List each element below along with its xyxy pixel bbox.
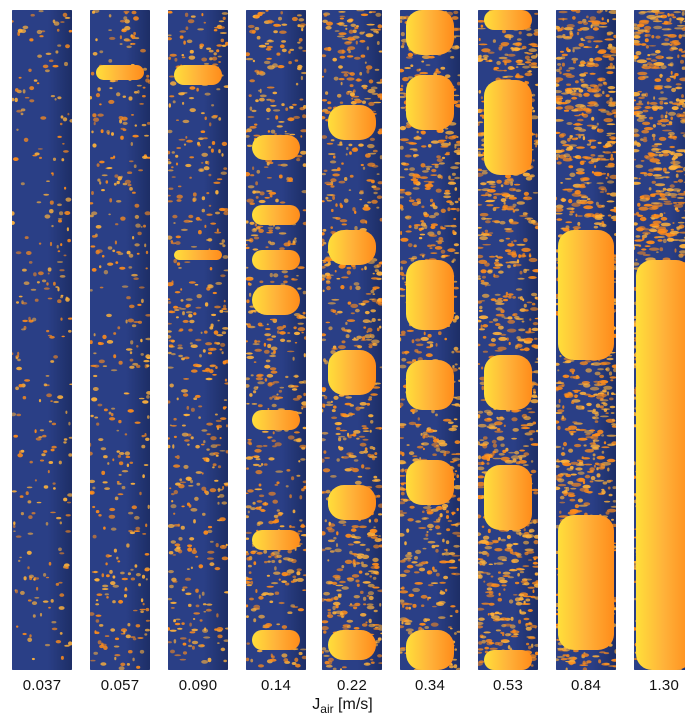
gas-slug (252, 530, 300, 550)
axis-title-sub: air (320, 702, 334, 716)
gas-slug (484, 10, 532, 30)
gas-slug (252, 205, 300, 225)
gas-slug (484, 80, 532, 175)
velocity-label: 0.14 (261, 677, 291, 694)
gas-slug (252, 630, 300, 650)
gas-slug (406, 630, 454, 670)
gas-slug (252, 285, 300, 315)
gas-slug (96, 65, 144, 80)
velocity-label: 0.090 (178, 677, 218, 694)
gas-slug (484, 465, 532, 530)
strip-4 (246, 10, 306, 670)
gas-slug (406, 260, 454, 330)
gas-slug (252, 135, 300, 160)
gas-slug (252, 410, 300, 430)
gas-slug (484, 355, 532, 410)
velocity-label: 0.22 (337, 677, 367, 694)
axis-title-unit: [m/s] (333, 696, 373, 713)
gas-slug (328, 485, 376, 520)
gas-slug (406, 75, 454, 130)
velocity-label: 0.84 (571, 677, 601, 694)
gas-slug (328, 630, 376, 660)
gas-slug (558, 230, 614, 360)
velocity-label: 0.34 (415, 677, 445, 694)
x-axis-title: Jair [m/s] (0, 696, 685, 716)
gas-slug (558, 515, 614, 650)
gas-slug (406, 360, 454, 410)
velocity-label: 0.53 (493, 677, 523, 694)
strip-6 (400, 10, 460, 670)
gas-slug (636, 260, 685, 670)
strip-2 (90, 10, 150, 670)
strip-3 (168, 10, 228, 670)
strip-9 (634, 10, 685, 670)
gas-slug (174, 65, 222, 85)
gas-slug (406, 460, 454, 505)
strip-8 (556, 10, 616, 670)
velocity-label: 0.037 (22, 677, 62, 694)
gas-slug (328, 105, 376, 140)
strip-5 (322, 10, 382, 670)
strip-7 (478, 10, 538, 670)
gas-slug (252, 250, 300, 270)
velocity-label: 1.30 (649, 677, 679, 694)
gas-slug (406, 10, 454, 55)
axis-title-main: J (312, 696, 321, 713)
strip-1 (12, 10, 72, 670)
gas-slug (174, 250, 222, 260)
gas-slug (328, 230, 376, 265)
gas-slug (484, 650, 532, 670)
velocity-label: 0.057 (100, 677, 140, 694)
gas-slug (328, 350, 376, 395)
